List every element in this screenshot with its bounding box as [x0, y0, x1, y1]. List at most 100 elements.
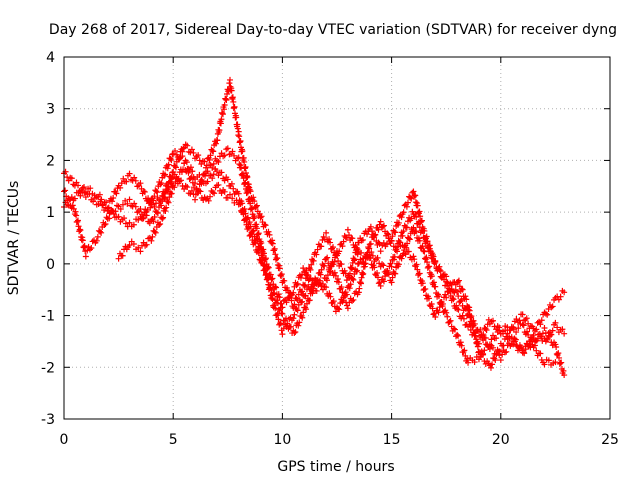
data-point [458, 285, 465, 292]
data-point [392, 270, 399, 277]
data-point [375, 226, 382, 233]
data-point [475, 348, 482, 355]
data-point [106, 215, 113, 222]
data-point [258, 213, 265, 220]
data-point [553, 344, 560, 351]
data-point [246, 219, 253, 226]
data-point [162, 194, 169, 201]
x-tick-label: 10 [273, 432, 291, 448]
data-point [159, 215, 166, 222]
data-point [454, 331, 461, 338]
data-point [255, 231, 262, 238]
data-point [380, 262, 387, 269]
data-point [531, 342, 538, 349]
data-point [228, 87, 235, 94]
data-point [276, 265, 283, 272]
data-point [330, 244, 337, 251]
data-point [172, 147, 179, 154]
data-point [184, 166, 191, 173]
data-point [503, 348, 510, 355]
data-point [399, 242, 406, 249]
data-point [239, 207, 246, 214]
data-point [501, 349, 508, 356]
data-point [81, 242, 88, 249]
data-point [530, 325, 537, 332]
data-point [75, 223, 82, 230]
data-point [364, 254, 371, 261]
data-point [218, 150, 225, 157]
data-point [478, 332, 485, 339]
data-point [303, 300, 310, 307]
data-point [483, 327, 490, 334]
data-point [180, 145, 187, 152]
data-point [66, 196, 73, 203]
data-point [380, 278, 387, 285]
data-point [261, 267, 268, 274]
data-point [306, 297, 313, 304]
data-point [284, 320, 291, 327]
data-point [548, 331, 555, 338]
data-point [405, 235, 412, 242]
data-point [291, 329, 298, 336]
data-point [398, 255, 405, 262]
data-point [223, 97, 230, 104]
data-point [204, 168, 211, 175]
data-point [403, 224, 410, 231]
data-point [360, 270, 367, 277]
data-point [389, 233, 396, 240]
data-point [121, 215, 128, 222]
data-point [450, 325, 457, 332]
data-point [346, 285, 353, 292]
y-tick-label: -1 [41, 309, 55, 325]
data-point [281, 277, 288, 284]
data-point [293, 282, 300, 289]
data-point [242, 179, 249, 186]
data-point [443, 273, 450, 280]
data-point [87, 185, 94, 192]
data-point [94, 233, 101, 240]
data-point [210, 160, 217, 167]
data-point [181, 144, 188, 151]
data-point [229, 195, 236, 202]
data-point [459, 286, 466, 293]
data-point [278, 300, 285, 307]
data-point [221, 152, 228, 159]
data-point [301, 282, 308, 289]
data-point [399, 232, 406, 239]
data-point [226, 76, 233, 83]
data-point [292, 329, 299, 336]
data-point [561, 330, 568, 337]
data-point [307, 275, 314, 282]
data-point [245, 225, 252, 232]
data-point [221, 188, 228, 195]
data-point [492, 357, 499, 364]
data-point [537, 321, 544, 328]
data-point [344, 226, 351, 233]
data-point [354, 260, 361, 267]
data-point [231, 103, 238, 110]
data-point [175, 156, 182, 163]
data-point [302, 292, 309, 299]
data-point [157, 181, 164, 188]
data-point [410, 224, 417, 231]
data-point [117, 206, 124, 213]
data-point [266, 231, 273, 238]
data-point [482, 334, 489, 341]
data-point [218, 190, 225, 197]
data-point [520, 322, 527, 329]
data-point [422, 285, 429, 292]
data-point [299, 288, 306, 295]
data-point [464, 355, 471, 362]
data-point [290, 289, 297, 296]
data-point [151, 193, 158, 200]
data-point [555, 350, 562, 357]
data-point [183, 159, 190, 166]
data-point [238, 164, 245, 171]
data-point [215, 181, 222, 188]
data-point [505, 333, 512, 340]
data-point [246, 195, 253, 202]
data-point [392, 229, 399, 236]
data-point [513, 342, 520, 349]
data-point [140, 239, 147, 246]
data-point [240, 211, 247, 218]
